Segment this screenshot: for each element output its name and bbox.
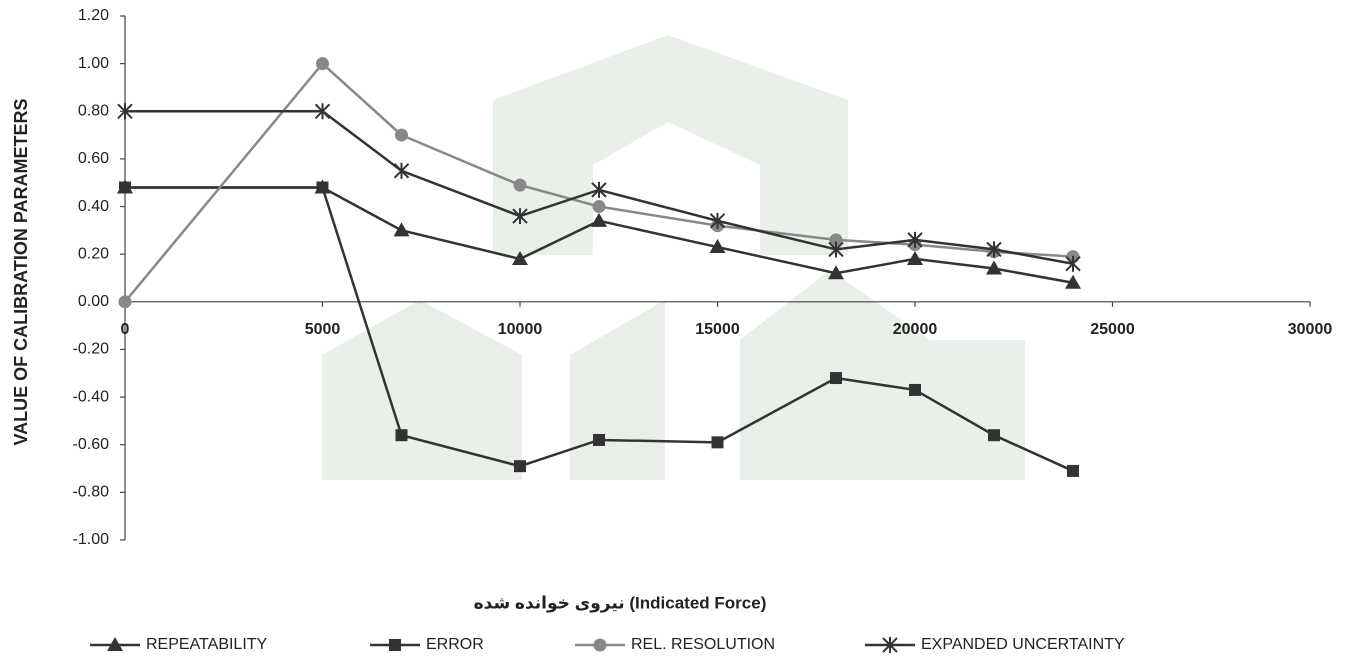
marker bbox=[828, 265, 844, 280]
marker bbox=[393, 222, 410, 237]
y-tick-label: 1.20 bbox=[78, 7, 109, 24]
y-axis-label: VALUE OF CALIBRATION PARAMETERS bbox=[11, 99, 31, 446]
legend-item: REPEATABILITY bbox=[90, 636, 268, 653]
marker bbox=[709, 212, 726, 229]
y-tick-label: 0.00 bbox=[78, 293, 109, 310]
y-tick-label: -0.20 bbox=[73, 341, 110, 358]
legend-label: EXPANDED UNCERTAINTY bbox=[921, 636, 1125, 653]
marker bbox=[395, 429, 408, 442]
legend-marker bbox=[593, 638, 607, 652]
marker bbox=[986, 241, 1002, 258]
marker bbox=[393, 162, 410, 179]
marker bbox=[118, 295, 132, 309]
marker bbox=[909, 383, 921, 396]
y-tick-label: -0.60 bbox=[73, 436, 110, 453]
series-line bbox=[125, 110, 1074, 265]
legend-marker bbox=[107, 637, 123, 651]
legend-label: REPEATABILITY bbox=[146, 636, 268, 653]
series-line bbox=[124, 61, 1074, 303]
x-axis-label: نیروی خوانده شده (Indicated Force) bbox=[474, 593, 767, 613]
legend-item: ERROR bbox=[370, 636, 484, 653]
x-tick-label: 25000 bbox=[1090, 321, 1135, 338]
x-tick-label: 10000 bbox=[498, 321, 543, 338]
y-tick-label: 0.80 bbox=[78, 102, 109, 119]
marker bbox=[316, 57, 329, 71]
marker bbox=[986, 260, 1002, 275]
marker bbox=[1065, 274, 1081, 289]
marker bbox=[591, 181, 607, 198]
y-tick-label: -0.80 bbox=[73, 484, 110, 501]
marker bbox=[513, 178, 527, 192]
legend-marker bbox=[882, 637, 898, 653]
marker bbox=[828, 241, 844, 258]
marker bbox=[514, 460, 526, 473]
legend-label: REL. RESOLUTION bbox=[631, 636, 775, 653]
y-tick-label: -1.00 bbox=[73, 531, 110, 548]
legend-label: ERROR bbox=[426, 636, 484, 653]
watermark bbox=[322, 35, 1025, 480]
marker bbox=[592, 200, 606, 214]
y-tick-label: 1.00 bbox=[78, 55, 109, 72]
marker bbox=[316, 181, 329, 194]
marker bbox=[314, 103, 331, 120]
marker bbox=[119, 181, 131, 194]
series-line bbox=[125, 186, 1074, 473]
legend-marker bbox=[389, 639, 401, 651]
y-tick-label: 0.40 bbox=[78, 198, 109, 215]
marker bbox=[709, 239, 726, 254]
y-tick-label: -0.40 bbox=[73, 388, 110, 405]
marker bbox=[907, 231, 923, 248]
y-tick-label: 0.60 bbox=[78, 150, 109, 167]
x-tick-label: 5000 bbox=[305, 321, 341, 338]
x-tick-label: 0 bbox=[121, 321, 130, 338]
marker bbox=[829, 233, 843, 247]
x-tick-label: 20000 bbox=[893, 321, 938, 338]
marker bbox=[907, 250, 923, 265]
x-tick-label: 15000 bbox=[695, 321, 740, 338]
marker bbox=[1065, 255, 1081, 272]
x-tick-label: 30000 bbox=[1288, 321, 1333, 338]
marker bbox=[512, 208, 528, 225]
marker bbox=[830, 372, 842, 385]
marker bbox=[988, 429, 1000, 442]
legend-item: EXPANDED UNCERTAINTY bbox=[865, 636, 1125, 653]
marker bbox=[711, 436, 724, 449]
marker bbox=[591, 212, 607, 227]
marker bbox=[395, 128, 408, 142]
legend-item: REL. RESOLUTION bbox=[575, 636, 775, 653]
marker bbox=[117, 103, 133, 120]
series-line bbox=[125, 186, 1074, 284]
marker bbox=[512, 250, 528, 265]
y-tick-label: 0.20 bbox=[78, 245, 109, 262]
marker bbox=[593, 433, 605, 446]
marker bbox=[1067, 464, 1079, 477]
